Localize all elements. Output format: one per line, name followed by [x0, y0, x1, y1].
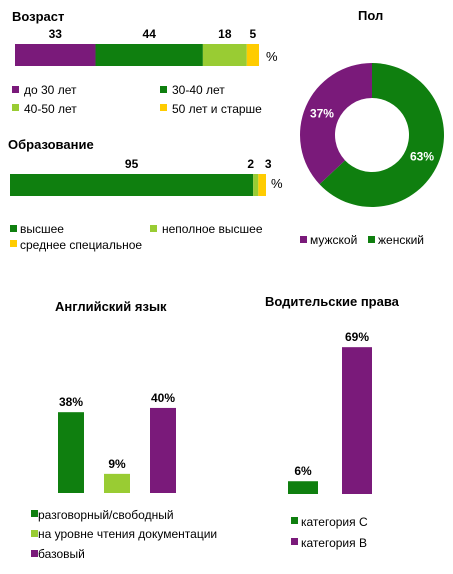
education-legend: высшее неполное высшее среднее специальн… [10, 222, 263, 252]
education-bar-2 [253, 174, 259, 196]
gender-legend: мужской женский [300, 233, 424, 247]
license-legend: категория С категория В [291, 515, 368, 550]
education-legend-swatch-3 [10, 240, 17, 247]
education-bar-label-3: 3 [265, 157, 272, 171]
english-legend-swatch-2 [31, 530, 38, 537]
english-bar-label-1: 38% [59, 395, 83, 409]
age-bar-1 [15, 44, 96, 66]
gender-legend-label-2: женский [378, 233, 424, 247]
age-legend-swatch-3 [12, 104, 19, 111]
english-legend-label-3: базовый [38, 547, 85, 561]
education-legend-label-2: неполное высшее [162, 222, 263, 236]
age-legend-label-2: 30-40 лет [172, 83, 225, 97]
education-bar-label-2: 2 [247, 157, 254, 171]
english-bar-label-3: 40% [151, 391, 175, 405]
english-title: Английский язык [55, 299, 167, 314]
education-unit-label: % [271, 176, 283, 191]
age-unit-label: % [266, 49, 278, 64]
english-bar-3 [150, 407, 176, 493]
license-bar-1 [288, 481, 318, 494]
age-bar-label-3: 18 [218, 27, 232, 41]
age-legend-label-1: до 30 лет [24, 83, 77, 97]
gender-slice-label-2: 63% [410, 150, 434, 164]
education-bar-1 [10, 174, 254, 196]
license-title: Водительские права [265, 294, 400, 309]
age-legend: до 30 лет 30-40 лет 40-50 лет 50 лет и с… [12, 83, 262, 116]
english-legend-label-2: на уровне чтения документации [38, 527, 217, 541]
age-legend-label-3: 40-50 лет [24, 102, 77, 116]
education-bar-label-1: 95 [125, 157, 139, 171]
license-bar-2 [342, 347, 372, 494]
age-chart: Возраст 33 44 18 5 % до 30 лет 30-40 лет 40… [12, 9, 278, 116]
education-title: Образование [8, 137, 94, 152]
license-bar-label-2: 69% [345, 330, 369, 344]
age-bar-4 [246, 44, 259, 66]
education-legend-label-3: среднее специальное [20, 238, 142, 252]
gender-slice-1 [299, 63, 372, 185]
gender-title: Пол [358, 8, 383, 23]
license-bar-label-1: 6% [294, 464, 312, 478]
age-legend-swatch-2 [160, 86, 167, 93]
gender-legend-label-1: мужской [310, 233, 357, 247]
age-bar-label-2: 44 [143, 27, 157, 41]
english-chart: Английский язык 38% 9% 40% разговорный/сво… [31, 299, 217, 561]
education-legend-swatch-2 [150, 225, 157, 232]
license-legend-label-1: категория С [301, 515, 368, 529]
license-chart: Водительские права 6% 69% категория С кат… [265, 294, 400, 550]
gender-legend-swatch-2 [368, 236, 375, 243]
gender-slice-2 [319, 63, 444, 207]
age-bar-label-4: 5 [250, 27, 257, 41]
education-bar-3 [258, 174, 266, 196]
english-bar-label-2: 9% [108, 457, 126, 471]
english-bar-2 [104, 473, 130, 493]
license-legend-swatch-2 [291, 538, 298, 545]
english-legend-swatch-3 [31, 550, 38, 557]
license-legend-swatch-1 [291, 517, 298, 524]
english-legend-swatch-1 [31, 510, 38, 517]
gender-legend-swatch-1 [300, 236, 307, 243]
english-legend: разговорный/свободный на уровне чтения д… [31, 508, 217, 561]
age-bar-label-1: 33 [49, 27, 63, 41]
age-legend-swatch-1 [12, 86, 19, 93]
english-legend-label-1: разговорный/свободный [38, 508, 174, 522]
education-legend-label-1: высшее [20, 222, 64, 236]
age-legend-swatch-4 [160, 104, 167, 111]
license-legend-label-2: категория В [301, 536, 367, 550]
gender-slice-label-1: 37% [310, 106, 334, 120]
age-legend-label-4: 50 лет и старше [172, 102, 262, 116]
education-legend-swatch-1 [10, 225, 17, 232]
age-bar-3 [202, 44, 247, 66]
age-title: Возраст [12, 9, 64, 24]
english-bar-1 [58, 412, 84, 493]
age-bar-2 [95, 44, 203, 66]
education-chart: Образование 95 2 3 % высшее неполное высше… [8, 137, 283, 252]
gender-chart: Пол 63% 37% мужской женский [299, 8, 444, 247]
